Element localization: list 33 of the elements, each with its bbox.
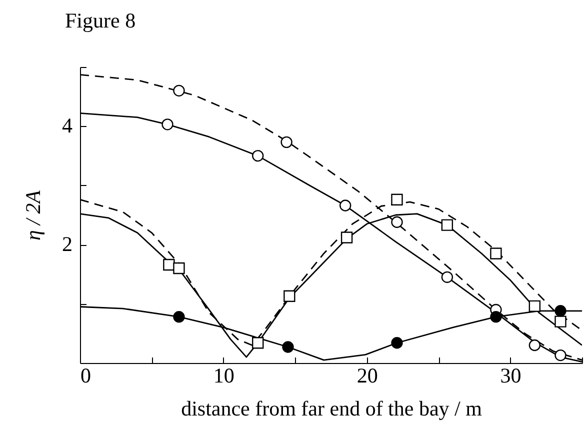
point: [490, 310, 502, 323]
x-tick-label: 0: [80, 364, 91, 388]
point: [252, 337, 264, 349]
chart-title: Figure 8: [65, 8, 136, 32]
x-tick-label: 10: [213, 364, 234, 388]
x-tick-label: 30: [500, 364, 522, 388]
y-tick-label: 4: [62, 114, 73, 138]
y-tick-label: 2: [62, 232, 72, 256]
point: [554, 305, 566, 317]
point: [163, 258, 175, 271]
point: [340, 232, 353, 244]
point: [173, 84, 185, 97]
x-axis-title: distance from far end of the bay / m: [181, 396, 482, 420]
x-tick-label: 20: [356, 364, 378, 388]
point: [554, 316, 566, 328]
y-axis-title: η / 2A: [21, 190, 45, 241]
point: [441, 219, 454, 231]
point: [252, 150, 264, 162]
point: [490, 248, 502, 260]
point: [441, 271, 454, 283]
point: [340, 200, 352, 212]
point: [391, 337, 403, 349]
point: [528, 339, 541, 352]
point: [280, 136, 292, 148]
point: [173, 262, 185, 274]
point: [282, 341, 294, 353]
point: [162, 118, 174, 130]
point: [554, 349, 566, 362]
point: [284, 290, 296, 302]
point: [391, 216, 403, 228]
point: [528, 300, 541, 312]
point: [173, 310, 185, 323]
point: [391, 194, 403, 206]
